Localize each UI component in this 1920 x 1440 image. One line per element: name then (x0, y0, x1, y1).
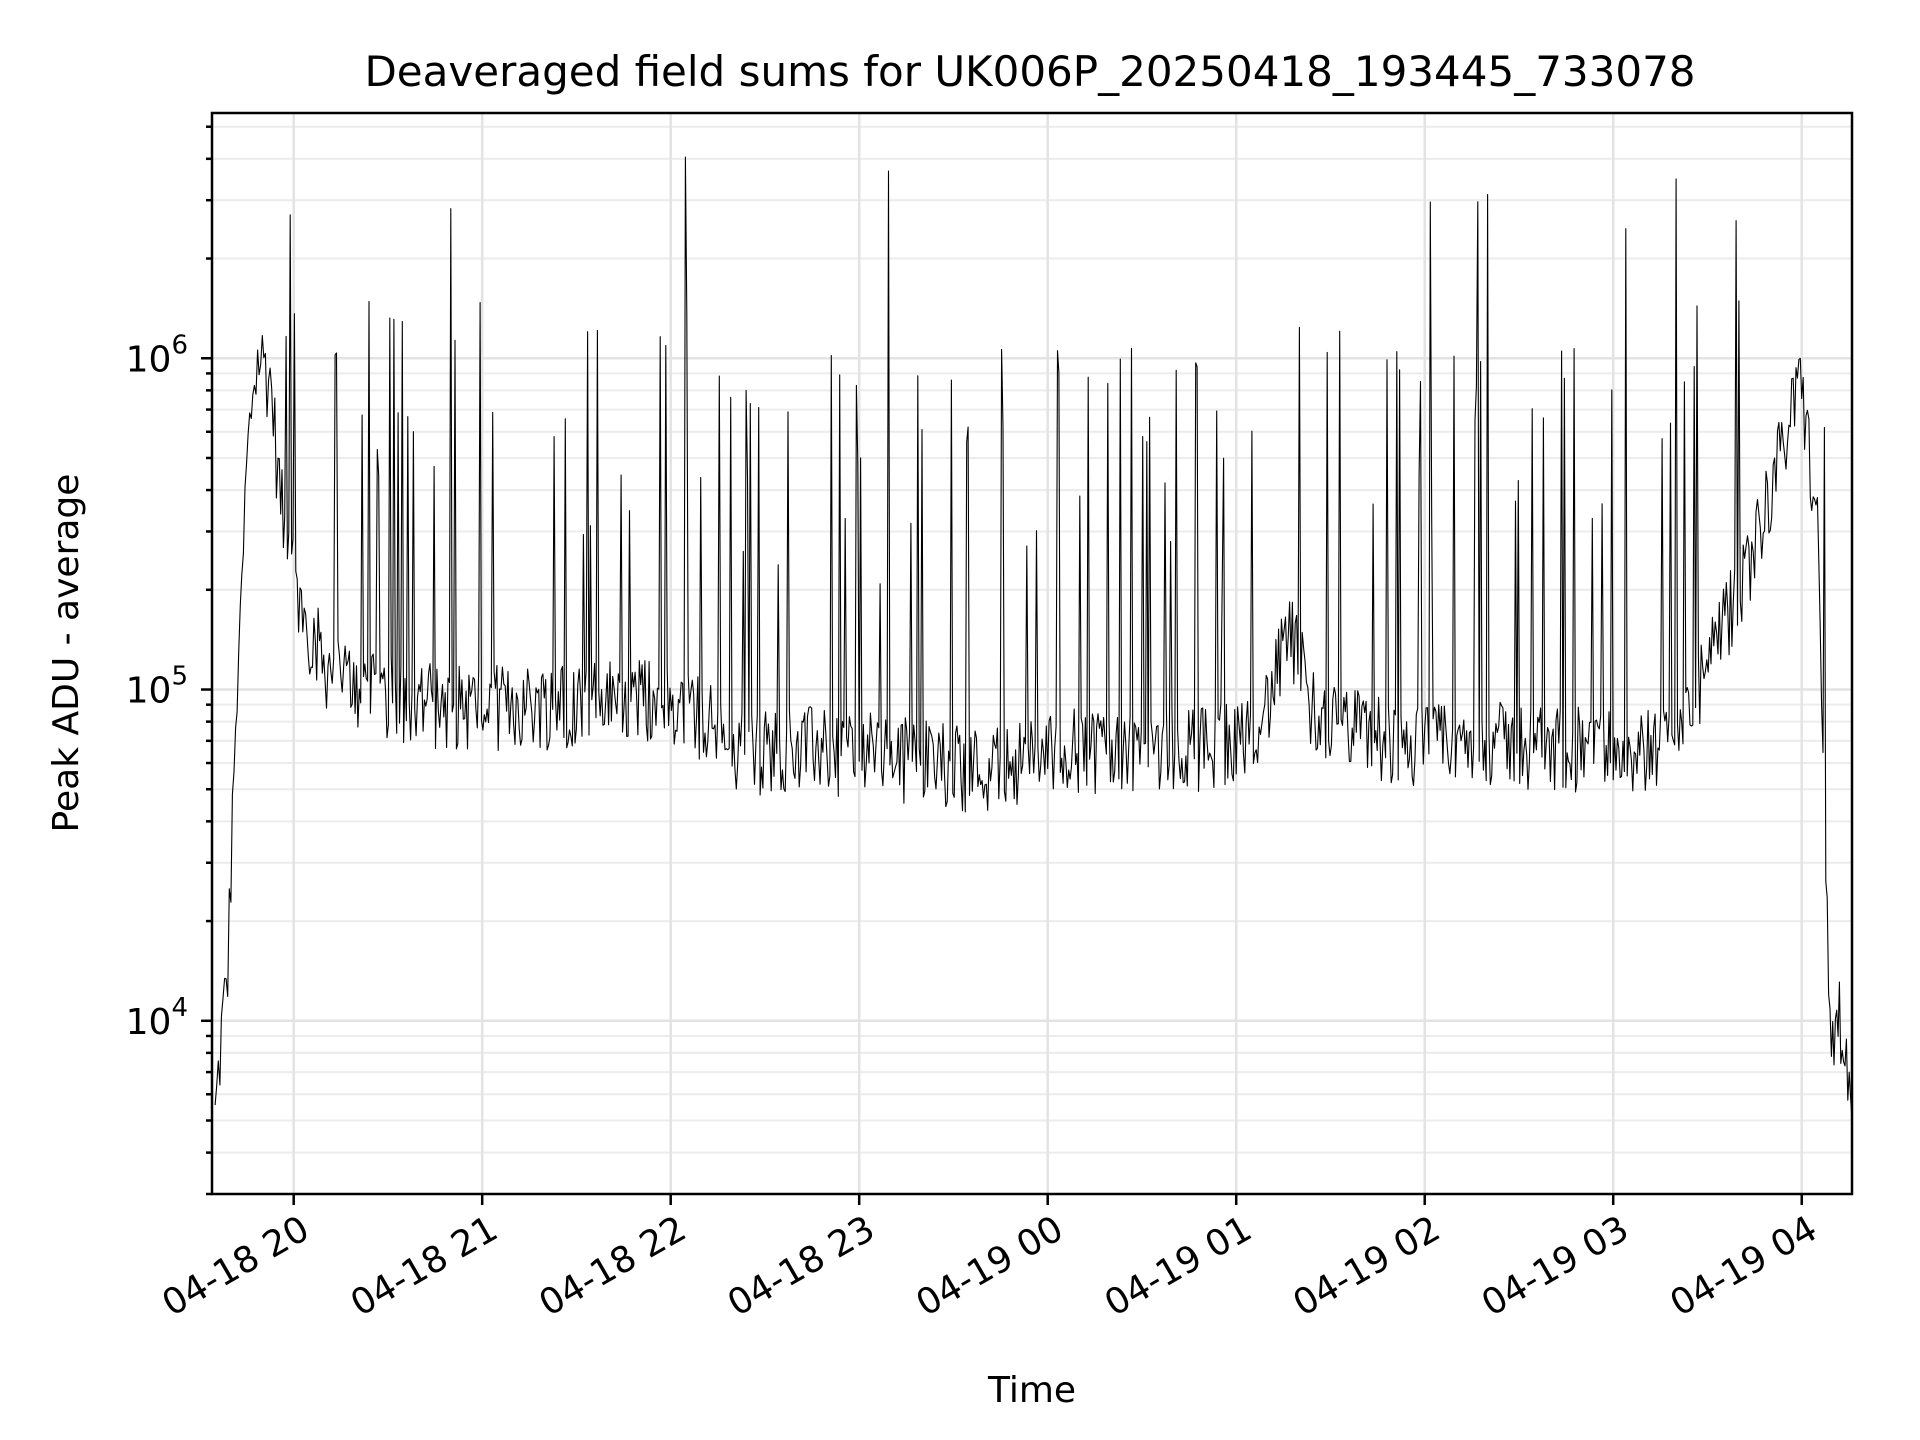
x-tick-label: 04-18 23 (721, 1208, 882, 1324)
y-axis-label: Peak ADU - average (46, 474, 87, 833)
y-tick-label: 106 (126, 330, 188, 380)
x-tick-label: 04-19 01 (1098, 1208, 1259, 1324)
x-tick-label: 04-19 00 (910, 1208, 1071, 1324)
x-tick-label: 04-18 21 (344, 1208, 505, 1324)
y-tick-label: 104 (126, 993, 188, 1043)
plot-frame (210, 111, 1854, 1196)
grid (212, 113, 1852, 1195)
x-tick-label: 04-19 04 (1664, 1208, 1825, 1324)
x-tick-label: 04-19 03 (1475, 1208, 1636, 1324)
y-axis: 104 105 106 (126, 125, 212, 1196)
x-axis: 04-18 20 04-18 21 04-18 22 04-18 23 04-19 00… (156, 1194, 1825, 1325)
y-tick-label: 105 (126, 662, 188, 712)
series-layer (214, 156, 1853, 1121)
x-tick-label: 04-18 20 (156, 1208, 317, 1324)
chart-title: Deaveraged field sums for UK006P_2025041… (364, 47, 1695, 96)
series-line (214, 156, 1853, 1121)
x-tick-label: 04-18 22 (533, 1208, 694, 1324)
x-tick-label: 04-19 02 (1287, 1208, 1448, 1324)
x-axis-label: Time (987, 1370, 1076, 1411)
